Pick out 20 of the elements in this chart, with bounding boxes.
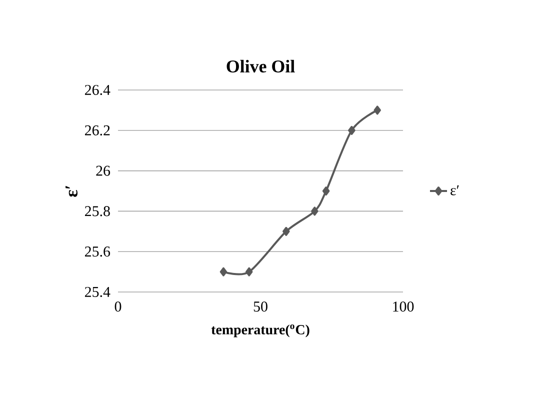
point (348, 126, 356, 135)
y-tick-label: 25.6 (84, 246, 110, 257)
y-tick-label: 25.8 (84, 206, 110, 216)
y-tick-label: 25.4 (84, 286, 110, 298)
point (322, 186, 330, 196)
y-tick-label: 26 (96, 166, 110, 176)
y-axis-title: ε′ (66, 186, 78, 197)
y-tick-label: 26.2 (84, 125, 110, 136)
x-axis-title: temperature($^{o}$C) (211, 324, 310, 338)
x-tick-label: 0 (114, 302, 122, 312)
point (374, 106, 381, 115)
chart-title: Olive Oil (226, 60, 295, 72)
point (245, 267, 253, 276)
y-tick-label: 26.4 (84, 84, 110, 96)
point (282, 226, 290, 236)
x-tick-label: 100 (393, 302, 414, 312)
point (311, 206, 318, 216)
legend-label: ε′ (450, 185, 459, 196)
x-tick-label: 50 (254, 302, 268, 312)
point (220, 267, 228, 276)
